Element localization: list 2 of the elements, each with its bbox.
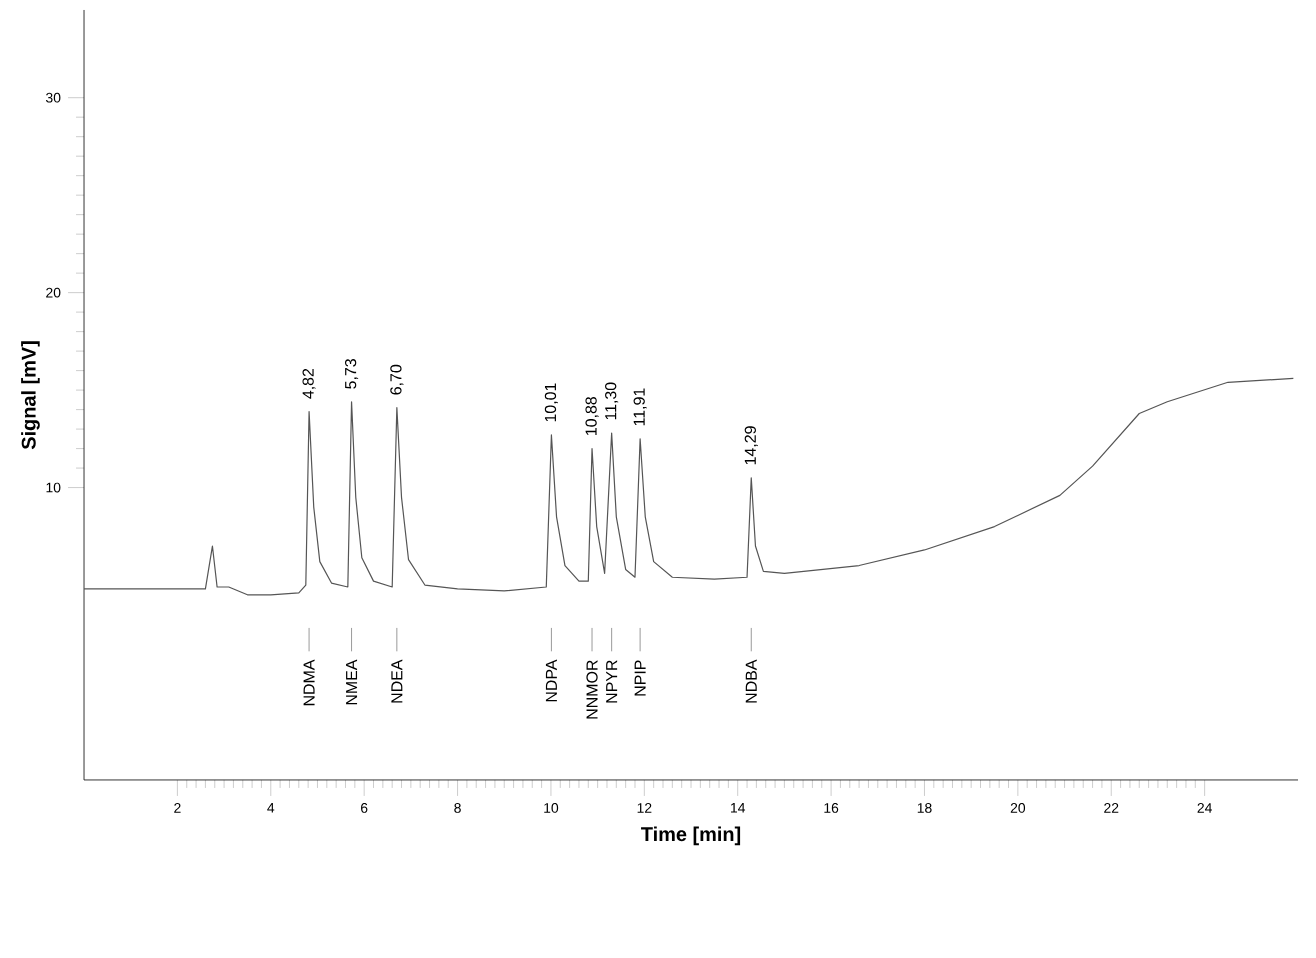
y-axis-title: Signal [mV] bbox=[21, 341, 40, 450]
x-axis-title: Time [min] bbox=[641, 826, 741, 846]
